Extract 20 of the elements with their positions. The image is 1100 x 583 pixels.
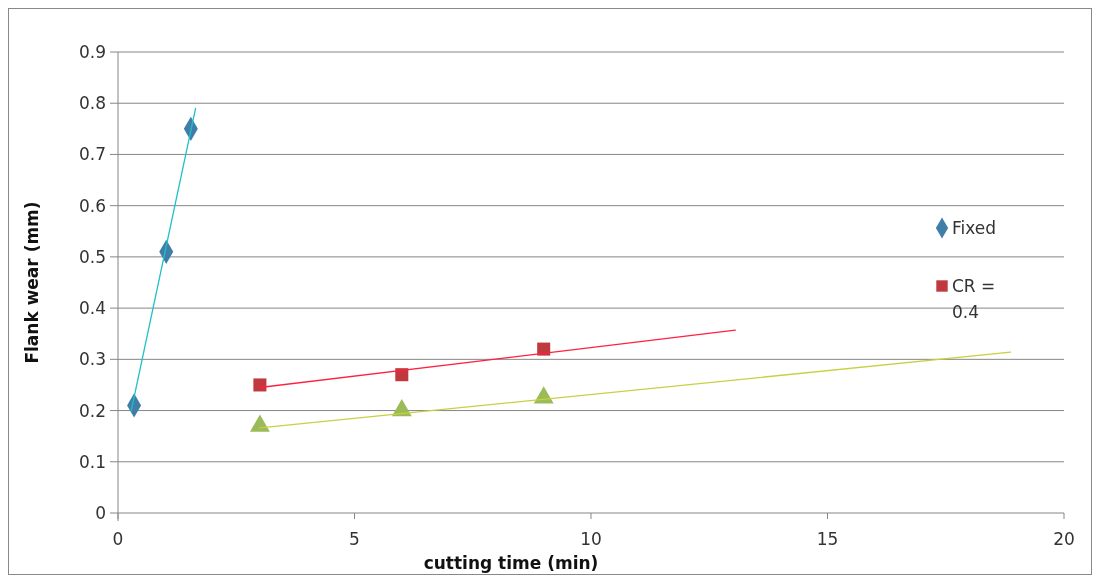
y-tick-label: 0.1 — [78, 451, 106, 472]
y-tick-label: 0.5 — [78, 246, 106, 267]
y-tick-label: 0.3 — [78, 349, 106, 370]
y-tick-label: 0.4 — [78, 298, 106, 319]
legend-label: CR = 0.4 — [952, 275, 996, 323]
x-tick-label: 15 — [816, 529, 839, 549]
y-tick-label: 0.2 — [78, 400, 106, 421]
y-tick-label: 0.6 — [78, 195, 106, 216]
x-tick-label: 0 — [112, 529, 124, 549]
point — [253, 378, 267, 392]
legend-label: Fixed — [952, 217, 997, 238]
y-tick-label: 0.9 — [78, 41, 106, 62]
y-axis-title: Flank wear (mm) — [22, 201, 42, 364]
x-tick-label: 5 — [349, 529, 360, 549]
y-tick-label: 0.7 — [78, 144, 106, 165]
y-tick-label: 0.8 — [78, 93, 106, 114]
x-axis-title: cutting time (min) — [423, 553, 599, 573]
y-tick-label: 0 — [95, 502, 106, 523]
x-tick-label: 20 — [1053, 529, 1075, 549]
x-tick-label: 10 — [580, 529, 602, 549]
